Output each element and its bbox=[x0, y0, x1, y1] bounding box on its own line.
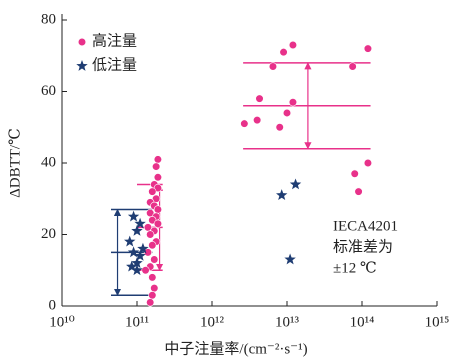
y-axis-label: ΔDBTT/℃ bbox=[7, 128, 23, 198]
circle-point bbox=[150, 255, 159, 264]
circle-point bbox=[275, 123, 284, 132]
circle-point bbox=[253, 115, 262, 125]
circle-point bbox=[146, 230, 155, 239]
star-point bbox=[127, 210, 140, 222]
circle-point bbox=[148, 291, 157, 300]
star-point bbox=[289, 178, 302, 190]
circle-point bbox=[363, 44, 373, 53]
x-tick-label: 10¹⁵ bbox=[425, 314, 450, 330]
legend-label: 高注量 bbox=[92, 32, 137, 49]
star-point bbox=[131, 264, 143, 276]
circle-point bbox=[268, 62, 278, 71]
star-point bbox=[127, 246, 140, 258]
star-point bbox=[131, 224, 143, 236]
x-tick-label: 10¹³ bbox=[275, 314, 299, 330]
circle-point bbox=[288, 98, 298, 107]
star-point bbox=[284, 253, 296, 265]
circle-point bbox=[153, 155, 163, 164]
circle-point bbox=[148, 241, 157, 250]
star-point bbox=[76, 60, 88, 71]
star-point bbox=[126, 260, 138, 272]
x-axis-label: 中子注量率/(cm⁻²·s⁻¹) bbox=[164, 340, 307, 357]
circle-point bbox=[363, 158, 373, 168]
circle-point bbox=[143, 248, 153, 257]
circle-point bbox=[153, 219, 163, 228]
annotation: 标准差为 bbox=[333, 238, 393, 255]
y-tick-label: 0 bbox=[49, 297, 57, 313]
circle-point bbox=[279, 48, 288, 57]
annotation: ±12 ℃ bbox=[333, 260, 377, 276]
circle-point bbox=[148, 187, 157, 196]
star-point bbox=[134, 249, 146, 261]
star-point bbox=[134, 217, 146, 229]
star-point bbox=[131, 257, 143, 268]
circle-point bbox=[153, 205, 163, 214]
circle-point bbox=[255, 94, 264, 103]
circle-point bbox=[354, 187, 363, 196]
legend-label: 低注量 bbox=[92, 56, 137, 73]
circle-point bbox=[150, 284, 159, 293]
circle-point bbox=[348, 62, 357, 71]
circle-point bbox=[153, 173, 163, 182]
circle-point bbox=[282, 108, 292, 118]
y-tick-label: 40 bbox=[41, 154, 56, 170]
star-point bbox=[137, 242, 149, 254]
circle-point bbox=[77, 37, 87, 47]
y-tick-label: 80 bbox=[41, 11, 56, 27]
circle-point bbox=[141, 266, 150, 275]
x-tick-label: 10¹² bbox=[200, 314, 224, 330]
annotation: IECA4201 bbox=[333, 218, 398, 234]
star-point bbox=[276, 189, 288, 201]
y-tick-label: 20 bbox=[41, 226, 56, 242]
x-tick-label: 10¹⁰ bbox=[49, 314, 75, 330]
x-tick-label: 10¹⁴ bbox=[350, 314, 375, 330]
star-point bbox=[124, 235, 136, 247]
circle-point bbox=[148, 273, 157, 282]
circle-point bbox=[350, 169, 359, 178]
circle-point bbox=[152, 162, 161, 171]
circle-point bbox=[240, 119, 249, 128]
x-tick-label: 10¹¹ bbox=[125, 314, 149, 330]
circle-point bbox=[288, 40, 298, 50]
circle-point bbox=[146, 298, 155, 307]
y-tick-label: 60 bbox=[41, 83, 56, 99]
